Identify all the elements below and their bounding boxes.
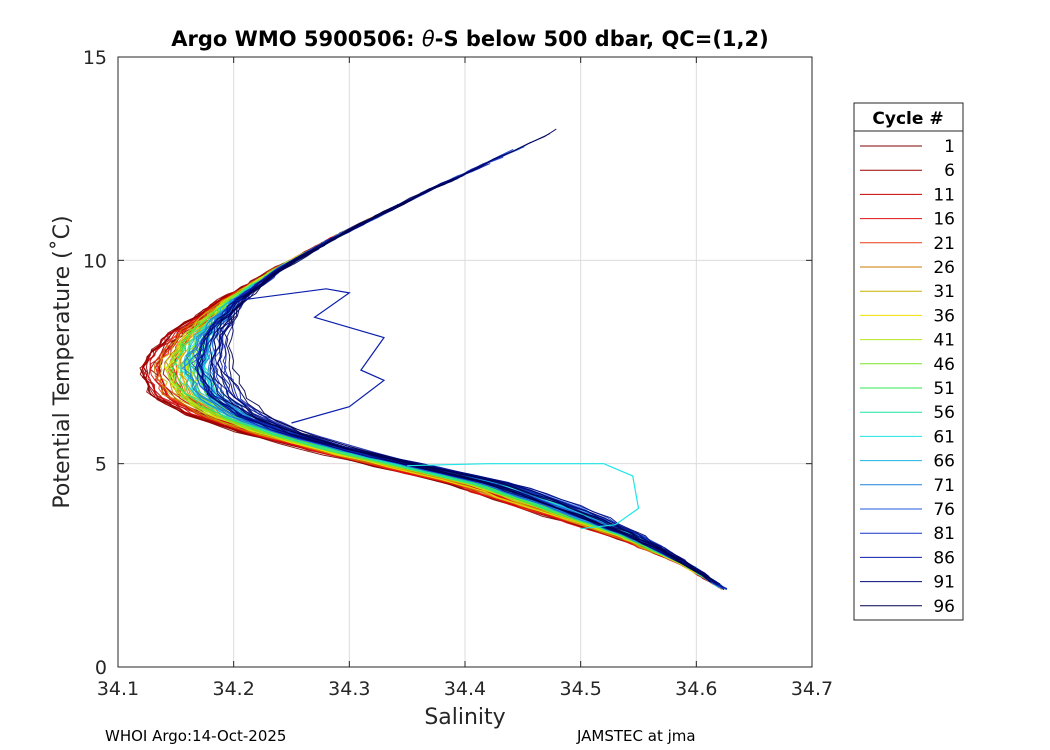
legend: Cycle # 16111621263136414651566166717681… [853,102,964,621]
anomalous-profile-cycle-86 [233,288,386,424]
legend-label: 96 [933,597,955,617]
chart-title: Argo WMO 5900506: θ-S below 500 dbar, QC… [171,27,768,51]
legend-title: Cycle # [872,109,943,129]
title-prefix: Argo WMO 5900506: [171,27,422,51]
y-axis-label: Potential Temperature (˚C) [50,215,75,508]
legend-label: 21 [933,234,955,254]
legend-label: 31 [933,282,955,302]
legend-label: 91 [933,573,955,593]
x-tick-label: 34.7 [791,678,833,700]
legend-label: 61 [933,427,955,447]
anomalous-profile-cycle-61 [407,463,640,530]
legend-label: 86 [933,548,955,568]
legend-label: 71 [933,476,955,496]
profile-line-cycle-96 [217,183,712,583]
footer-left: WHOI Argo:14-Oct-2025 [105,727,286,745]
legend-label: 41 [933,331,955,351]
legend-label: 1 [944,137,955,157]
x-tick-label: 34.5 [560,678,602,700]
legend-label: 16 [933,210,955,230]
legend-label: 36 [933,306,955,326]
theta-symbol: θ [422,27,435,51]
legend-label: 81 [933,524,955,544]
profile-lines [139,128,728,591]
x-tick-label: 34.2 [213,678,255,700]
title-suffix: -S below 500 dbar, QC=(1,2) [435,27,769,51]
y-tick-label: 0 [95,657,107,679]
x-tick-label: 34.4 [444,678,486,700]
y-ticks: 0 5 10 15 [83,47,812,679]
legend-label: 66 [933,452,955,472]
legend-label: 6 [944,161,955,181]
legend-label: 46 [933,355,955,375]
x-ticks: 34.1 34.2 34.3 34.4 34.5 34.6 34.7 [97,57,833,700]
legend-box [853,102,964,621]
x-tick-label: 34.6 [675,678,717,700]
x-tick-label: 34.3 [328,678,370,700]
profile-line-cycle-96 [211,198,717,585]
y-tick-label: 5 [95,454,107,476]
footer-right: JAMSTEC at jma [576,727,696,745]
legend-label: 76 [933,500,955,520]
y-tick-label: 15 [83,47,107,69]
legend-label: 51 [933,379,955,399]
x-tick-label: 34.1 [97,678,139,700]
legend-label: 26 [933,258,955,278]
y-tick-label: 10 [83,250,107,272]
x-axis-label: Salinity [424,705,505,730]
legend-label: 56 [933,403,955,423]
legend-label: 11 [933,185,955,205]
